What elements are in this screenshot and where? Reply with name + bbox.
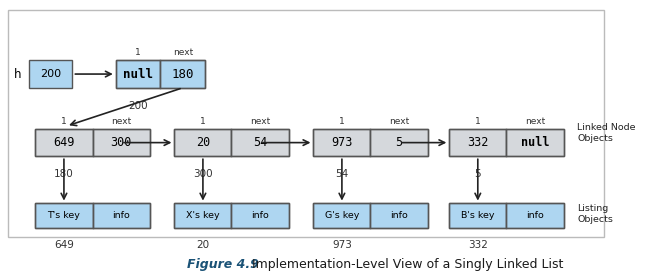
Text: 649: 649 — [54, 240, 74, 250]
FancyBboxPatch shape — [370, 129, 428, 156]
Text: 5: 5 — [475, 169, 481, 179]
Text: info: info — [251, 211, 269, 220]
Text: 649: 649 — [54, 136, 75, 149]
Text: 20: 20 — [196, 240, 210, 250]
FancyBboxPatch shape — [313, 129, 370, 156]
Text: next: next — [111, 117, 131, 125]
Text: null: null — [123, 68, 153, 81]
FancyBboxPatch shape — [35, 204, 92, 228]
FancyBboxPatch shape — [174, 204, 232, 228]
Text: Implementation-Level View of a Singly Linked List: Implementation-Level View of a Singly Li… — [248, 258, 564, 271]
Text: next: next — [389, 117, 409, 125]
Text: 300: 300 — [193, 169, 213, 179]
FancyBboxPatch shape — [449, 129, 506, 156]
Text: 5: 5 — [395, 136, 402, 149]
FancyBboxPatch shape — [506, 204, 564, 228]
Text: 1: 1 — [475, 117, 481, 125]
FancyBboxPatch shape — [232, 129, 288, 156]
Text: 200: 200 — [128, 101, 148, 111]
FancyBboxPatch shape — [449, 204, 506, 228]
FancyBboxPatch shape — [313, 204, 370, 228]
Text: info: info — [112, 211, 130, 220]
Text: 54: 54 — [253, 136, 267, 149]
Text: 54: 54 — [335, 169, 348, 179]
FancyBboxPatch shape — [174, 129, 232, 156]
Text: Figure 4.9: Figure 4.9 — [187, 258, 259, 271]
Text: 1: 1 — [200, 117, 206, 125]
FancyBboxPatch shape — [92, 204, 150, 228]
Text: Linked Node
Objects: Linked Node Objects — [577, 123, 635, 143]
FancyBboxPatch shape — [29, 60, 72, 88]
FancyBboxPatch shape — [232, 204, 288, 228]
Text: 200: 200 — [40, 69, 61, 79]
Text: info: info — [526, 211, 544, 220]
Text: X's key: X's key — [186, 211, 220, 220]
Text: G's key: G's key — [324, 211, 359, 220]
Text: 180: 180 — [54, 169, 74, 179]
FancyBboxPatch shape — [92, 129, 150, 156]
Text: 332: 332 — [467, 136, 488, 149]
FancyBboxPatch shape — [115, 60, 161, 88]
Text: h: h — [14, 68, 22, 81]
Text: info: info — [390, 211, 408, 220]
Text: 1: 1 — [135, 48, 141, 57]
FancyBboxPatch shape — [161, 60, 205, 88]
Text: B's key: B's key — [461, 211, 495, 220]
Text: Listing
Objects: Listing Objects — [577, 204, 613, 224]
Text: 1: 1 — [339, 117, 345, 125]
FancyBboxPatch shape — [35, 129, 92, 156]
Text: 20: 20 — [196, 136, 210, 149]
Text: 300: 300 — [110, 136, 132, 149]
Text: 973: 973 — [332, 136, 353, 149]
FancyBboxPatch shape — [8, 10, 604, 237]
Text: 332: 332 — [468, 240, 488, 250]
Text: next: next — [525, 117, 545, 125]
Text: 1: 1 — [61, 117, 67, 125]
Text: T's key: T's key — [48, 211, 81, 220]
Text: null: null — [521, 136, 549, 149]
Text: next: next — [173, 48, 193, 57]
Text: next: next — [250, 117, 270, 125]
FancyBboxPatch shape — [370, 204, 428, 228]
FancyBboxPatch shape — [506, 129, 564, 156]
Text: 180: 180 — [172, 68, 194, 81]
Text: 973: 973 — [332, 240, 352, 250]
